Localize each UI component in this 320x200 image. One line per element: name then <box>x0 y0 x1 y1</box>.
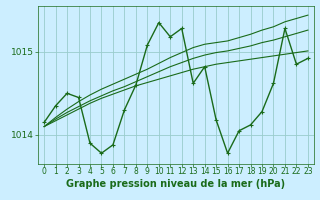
X-axis label: Graphe pression niveau de la mer (hPa): Graphe pression niveau de la mer (hPa) <box>67 179 285 189</box>
